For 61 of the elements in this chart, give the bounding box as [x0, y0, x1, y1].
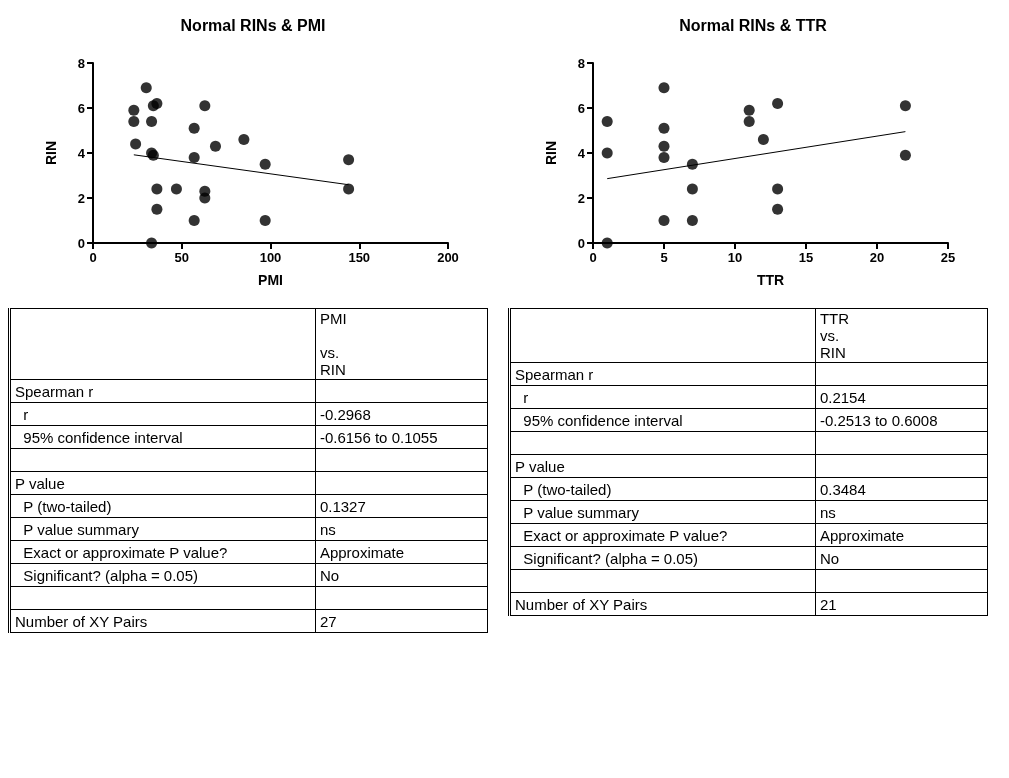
text: r	[509, 385, 816, 409]
text: 21	[815, 592, 988, 616]
x-tick-label: 0	[589, 250, 597, 265]
text: Significant? (alpha = 0.05)	[9, 563, 316, 587]
text: Approximate	[315, 540, 488, 564]
text: Significant? (alpha = 0.05)	[509, 546, 816, 570]
y-tick-label: 4	[577, 145, 586, 161]
x-tick-label: 15	[798, 250, 814, 265]
text: 27	[315, 609, 488, 633]
y-tick-label: 0	[77, 235, 85, 251]
x-tick-label: 100	[259, 250, 282, 265]
chart-title: Normal RINs & PMI	[180, 16, 326, 34]
text: Spearman r	[509, 362, 816, 386]
text: Spearman r	[9, 379, 316, 403]
text: ns	[815, 500, 988, 524]
chart-title: Normal RINs & TTR	[679, 16, 828, 34]
text: Exact or approximate P value?	[9, 540, 316, 564]
x-tick-label: 20	[869, 250, 885, 265]
x-tick-label: 10	[727, 250, 743, 265]
text: Approximate	[815, 523, 988, 547]
text: Number of XY Pairs	[9, 609, 316, 633]
text: P value	[9, 471, 316, 495]
y-axis-title: RIN	[543, 140, 559, 166]
text: No	[315, 563, 488, 587]
x-tick-label: 0	[89, 250, 97, 265]
y-tick-label: 6	[577, 100, 585, 116]
text: -0.2968	[315, 402, 488, 426]
text: P value	[509, 454, 816, 478]
x-axis-title: TTR	[756, 272, 785, 288]
text: P (two-tailed)	[9, 494, 316, 518]
text: Exact or approximate P value?	[509, 523, 816, 547]
text: 0.1327	[315, 494, 488, 518]
x-tick-label: 50	[174, 250, 189, 265]
text: ns	[315, 517, 488, 541]
text: r	[9, 402, 316, 426]
text: 95% confidence interval	[9, 425, 316, 449]
x-tick-label: 200	[437, 250, 459, 265]
text: 0.2154	[815, 385, 988, 409]
text: No	[815, 546, 988, 570]
x-tick-label: 150	[348, 250, 371, 265]
y-tick-label: 6	[77, 100, 85, 116]
y-tick-label: 0	[577, 235, 585, 251]
text: 95% confidence interval	[509, 408, 816, 432]
y-tick-label: 8	[77, 55, 85, 71]
text: P value summary	[509, 500, 816, 524]
text: -0.6156 to 0.1055	[315, 425, 488, 449]
y-tick-label: 2	[77, 190, 85, 206]
x-tick-label: 5	[660, 250, 668, 265]
x-axis-title: PMI	[258, 272, 283, 288]
text: TTR vs. RIN	[815, 308, 988, 363]
text: P (two-tailed)	[509, 477, 816, 501]
y-tick-label: 2	[577, 190, 585, 206]
y-axis-title: RIN	[43, 140, 59, 166]
text: 0.3484	[815, 477, 988, 501]
text: P value summary	[9, 517, 316, 541]
text: PMI vs. RIN	[315, 308, 488, 380]
y-tick-label: 8	[577, 55, 585, 71]
text: Number of XY Pairs	[509, 592, 816, 616]
text: -0.2513 to 0.6008	[815, 408, 988, 432]
x-tick-label: 25	[940, 250, 956, 265]
y-tick-label: 4	[77, 145, 86, 161]
